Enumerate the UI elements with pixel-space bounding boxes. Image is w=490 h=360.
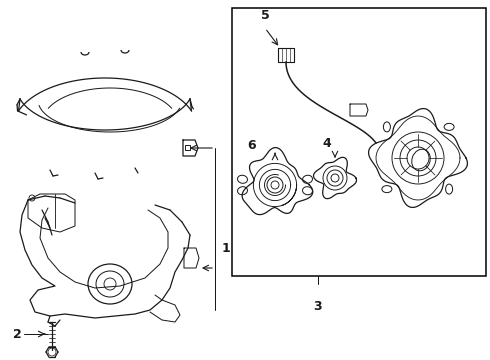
Text: 4: 4 — [322, 137, 331, 150]
Text: 5: 5 — [261, 9, 270, 22]
Text: 1: 1 — [222, 242, 231, 255]
Bar — [185, 145, 190, 150]
Bar — [232, 8, 486, 276]
Text: 3: 3 — [314, 300, 322, 313]
Text: 6: 6 — [247, 139, 256, 152]
Text: 2: 2 — [13, 328, 22, 341]
